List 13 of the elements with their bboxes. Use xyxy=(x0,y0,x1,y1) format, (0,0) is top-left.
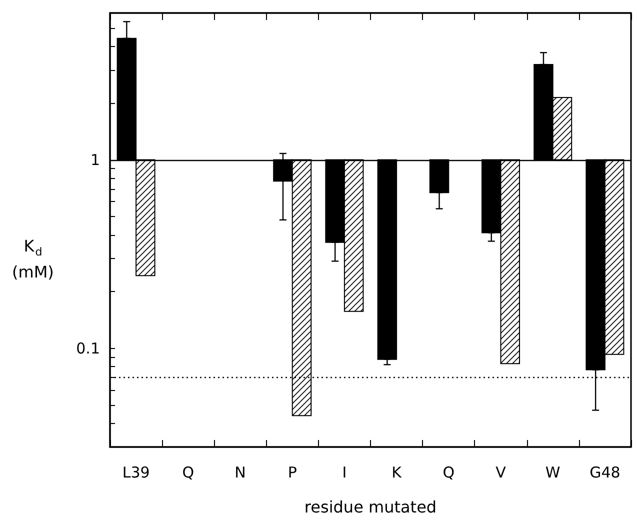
x-tick-label: L39 xyxy=(122,464,150,482)
x-tick-label: K xyxy=(392,464,403,482)
x-tick-label: W xyxy=(545,464,560,482)
x-tick-label: N xyxy=(234,464,246,482)
x-tick-label: G48 xyxy=(590,464,620,482)
x-tick-label: Q xyxy=(442,464,455,482)
x-tick-label: I xyxy=(342,464,347,482)
x-axis-title: residue mutated xyxy=(304,498,437,516)
y-tick-label: 1 xyxy=(90,150,100,169)
x-tick-label: P xyxy=(288,464,297,482)
x-tick-label: Q xyxy=(182,464,194,482)
x-tick-label: V xyxy=(496,464,507,482)
y-tick-label: 0.1 xyxy=(76,339,100,358)
